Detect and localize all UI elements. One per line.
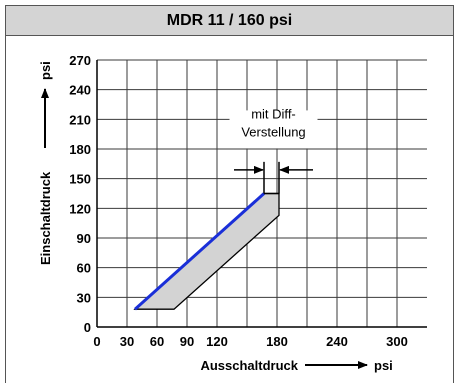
y-axis-unit: psi bbox=[38, 61, 53, 80]
annotation-background bbox=[229, 110, 318, 149]
y-tick-label: 240 bbox=[69, 83, 91, 98]
x-tick-label: 180 bbox=[266, 334, 288, 349]
annotation-text: mit Diff- bbox=[251, 106, 296, 121]
annotation: mit Diff- Verstellung bbox=[229, 106, 318, 195]
annotation-text: Verstellung bbox=[241, 124, 305, 139]
x-tick-label: 240 bbox=[326, 334, 348, 349]
x-tick-label: 30 bbox=[120, 334, 134, 349]
x-tick-label: 60 bbox=[150, 334, 164, 349]
y-tick-label: 120 bbox=[69, 201, 91, 216]
y-tick-label: 210 bbox=[69, 112, 91, 127]
y-tick-label: 180 bbox=[69, 142, 91, 157]
series bbox=[133, 192, 266, 311]
x-tick-label: 120 bbox=[206, 334, 228, 349]
x-tick-label: 90 bbox=[180, 334, 194, 349]
axes bbox=[96, 60, 427, 328]
x-tick-label: 0 bbox=[93, 334, 100, 349]
x-axis-unit: psi bbox=[374, 358, 393, 373]
y-tick-label: 90 bbox=[77, 231, 91, 246]
x-axis-label: Ausschaltdruck bbox=[200, 358, 298, 373]
y-tick-label: 270 bbox=[69, 53, 91, 68]
chart-title: MDR 11 / 160 psi bbox=[6, 6, 453, 36]
y-axis-label: Einschaltdruck bbox=[38, 171, 53, 265]
x-tick-label: 300 bbox=[386, 334, 408, 349]
axis-labels: Ausschaltdruck psi Einschaltdruck psi bbox=[38, 61, 393, 373]
ticks: 0 30 60 90 120 180 240 300 0 30 60 90 120 150 180 210 24… bbox=[69, 53, 408, 349]
y-tick-label: 150 bbox=[69, 172, 91, 187]
y-tick-label: 30 bbox=[77, 290, 91, 305]
chart-frame: MDR 11 / 160 psi bbox=[5, 5, 454, 383]
y-tick-label: 60 bbox=[77, 261, 91, 276]
y-tick-label: 0 bbox=[84, 320, 91, 335]
series-line bbox=[133, 192, 266, 311]
grid bbox=[97, 59, 427, 327]
